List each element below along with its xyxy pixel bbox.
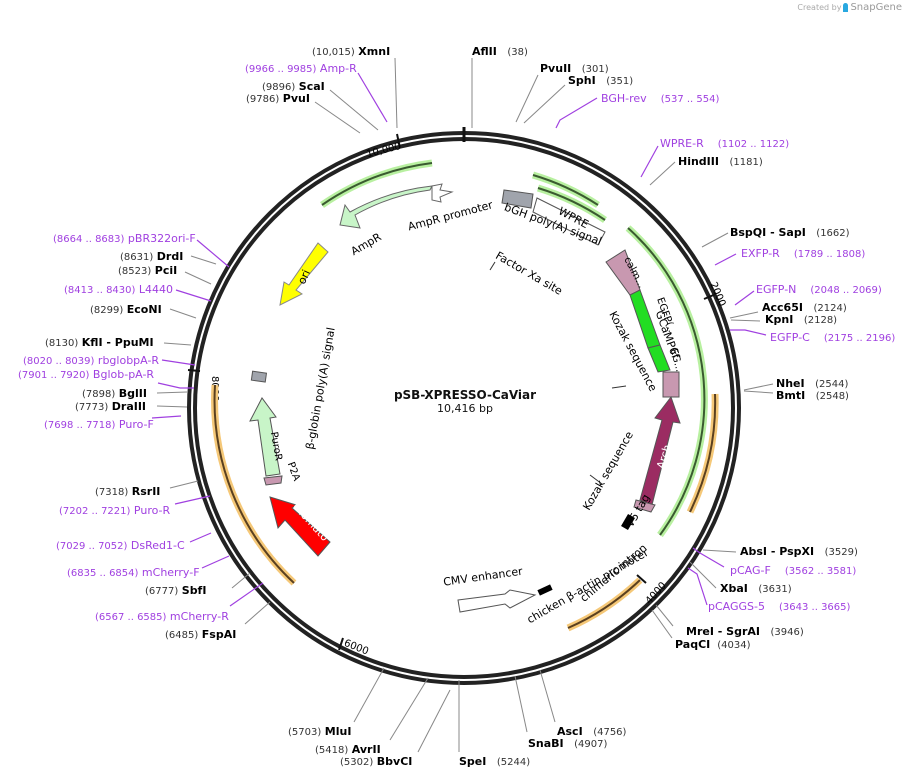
enzyme-label-bbvci[interactable]: (5302) BbvCI <box>340 755 413 768</box>
bgh-polya-feature[interactable] <box>501 189 534 209</box>
primer-label-egfp-n[interactable]: EGFP-N (2048 .. 2069) <box>756 283 882 296</box>
enzyme-label-hindiii[interactable]: HindIII (1181) <box>678 155 763 168</box>
primer-label-dsred1-c[interactable]: (7029 .. 7052) DsRed1-C <box>56 539 185 552</box>
credit-prefix: Created by <box>797 3 842 12</box>
tick-8000 <box>187 369 201 372</box>
kozak-label-2: Kozak sequence <box>580 429 636 513</box>
gcamp-linker <box>662 371 680 398</box>
plasmid-title: pSB-XPRESSO-CaViar 10,416 bp <box>360 388 570 415</box>
tick-6000 <box>338 637 344 651</box>
enzyme-label-bspqi[interactable]: BspQI - SapI (1662) <box>730 226 850 239</box>
snapgene-credit: Created by SnapGene <box>797 2 902 13</box>
orf-arc-2-line <box>532 174 599 206</box>
tick-4000 <box>636 574 647 584</box>
enzyme-label-pcii[interactable]: (8523) PciI <box>118 264 178 277</box>
enzyme-label-rsrii[interactable]: (7318) RsrII <box>95 485 161 498</box>
arch-feature[interactable] <box>639 395 681 506</box>
primer-leaders <box>151 72 767 607</box>
orf-arc-1-line <box>537 187 606 221</box>
bglobin-label: β-globin poly(A) signal <box>303 326 337 450</box>
wpre-feature[interactable] <box>532 197 606 246</box>
plasmid-length: 10,416 bp <box>437 402 493 415</box>
kozak-marker-2 <box>589 474 603 485</box>
enzyme-label-fspai[interactable]: (6485) FspAI <box>165 628 237 641</box>
enzyme-label-nhei[interactable]: NheI (2544) <box>776 377 849 390</box>
primer-label-puro-f[interactable]: (7698 .. 7718) Puro-F <box>44 418 154 431</box>
v5-black-box <box>621 513 635 531</box>
factor-xa-label: Factor Xa site <box>493 249 564 298</box>
primer-label-exfp-r[interactable]: EXFP-R (1789 .. 1808) <box>741 247 866 260</box>
enzyme-label-mrei[interactable]: MreI - SgrAI (3946) <box>686 625 804 638</box>
primer-label-mcherry-r[interactable]: (6567 .. 6585) mCherry-R <box>95 610 229 623</box>
ori-label: ori <box>295 268 313 286</box>
enzyme-label-xbai[interactable]: XbaI (3631) <box>720 582 792 595</box>
enzyme-label-avrii[interactable]: (5418) AvrII <box>315 743 381 756</box>
enzyme-label-scai[interactable]: (9896) ScaI <box>262 80 325 93</box>
enzyme-label-pvuii[interactable]: PvuII (301) <box>540 62 609 75</box>
cmv-label: CMV enhancer <box>442 565 523 589</box>
enzyme-label-draiii[interactable]: (7773) DraIII <box>75 400 147 413</box>
enzyme-label-bglii[interactable]: (7898) BglII <box>82 387 147 400</box>
enzyme-leaders <box>156 57 774 753</box>
primer-label-l4440[interactable]: (8413 .. 8430) L4440 <box>64 283 174 296</box>
ori-feature[interactable] <box>279 242 329 306</box>
egfp-feature-2[interactable] <box>647 344 671 373</box>
kozak-marker-1 <box>611 385 627 389</box>
primer-label-bglob-pa-r[interactable]: (7901 .. 7920) Bglob-pA-R <box>18 368 155 381</box>
primer-label-puro-r[interactable]: (7202 .. 7221) Puro-R <box>59 504 171 517</box>
enzyme-label-econi[interactable]: (8299) EcoNI <box>90 303 162 316</box>
orf-arc-right-line <box>627 227 706 536</box>
enzyme-label-kpni[interactable]: KpnI (2128) <box>765 313 838 326</box>
p2a-feature[interactable] <box>263 475 283 486</box>
orange-arc-left-line <box>213 384 295 584</box>
enzyme-label-bmti[interactable]: BmtI (2548) <box>776 389 849 402</box>
puror-label: PuroR <box>268 431 284 462</box>
ampr-feature[interactable] <box>339 185 433 229</box>
bglobin-polya-feature[interactable] <box>250 370 268 383</box>
enzyme-label-asci[interactable]: AscI (4756) <box>557 725 627 738</box>
orange-arc-right-line <box>689 393 717 513</box>
primer-label-pcaggs-5[interactable]: pCAGGS-5 (3643 .. 3665) <box>708 600 851 613</box>
primer-label-pbr322ori-f[interactable]: (8664 .. 8683) pBR322ori-F <box>53 232 196 245</box>
chimeric-intron-feature[interactable] <box>537 584 553 596</box>
enzyme-label-pvui[interactable]: (9786) PvuI <box>246 92 310 105</box>
primer-label-bgh-rev[interactable]: BGH-rev (537 .. 554) <box>601 92 720 105</box>
puror-feature[interactable] <box>249 397 281 477</box>
enzyme-label-aflii[interactable]: AflII (38) <box>472 45 528 58</box>
dtomato-feature[interactable] <box>269 496 331 557</box>
enzyme-label-sbfi[interactable]: (6777) SbfI <box>145 584 207 597</box>
primer-label-amp-r[interactable]: (9966 .. 9985) Amp-R <box>245 62 357 75</box>
factor-xa-marker <box>489 261 496 271</box>
enzyme-label-xmni[interactable]: (10,015) XmnI <box>312 45 391 58</box>
cmv-cba-feature[interactable] <box>457 589 537 613</box>
enzyme-label-paqci[interactable]: PaqCI (4034) <box>675 638 751 651</box>
enzyme-label-snabi[interactable]: SnaBI (4907) <box>528 737 608 750</box>
enzyme-label-kfli[interactable]: (8130) KflI - PpuMI <box>45 336 154 349</box>
orange-arc-bottom-line <box>567 579 641 629</box>
v5-tag-feature[interactable] <box>633 499 656 513</box>
snapgene-logo-icon <box>843 3 849 12</box>
enzyme-label-sphi[interactable]: SphI (351) <box>568 74 634 87</box>
p2a-label: P2A <box>285 461 302 483</box>
enzyme-label-acc65i[interactable]: Acc65I (2124) <box>762 301 847 314</box>
ampr-label: AmpR <box>349 230 384 258</box>
tick-2000 <box>703 293 717 300</box>
primer-label-wpre-r[interactable]: WPRE-R (1102 .. 1122) <box>660 137 790 150</box>
credit-brand: SnapGene <box>850 2 902 13</box>
primer-label-pcag-f[interactable]: pCAG-F (3562 .. 3581) <box>730 564 857 577</box>
plasmid-name: pSB-XPRESSO-CaViar <box>393 388 537 402</box>
ampr-promoter-label: AmpR promoter <box>406 198 494 233</box>
orf-arc-top-line <box>321 162 433 206</box>
enzyme-label-drdi[interactable]: (8631) DrdI <box>120 250 184 263</box>
enzyme-label-mlui[interactable]: (5703) MluI <box>288 725 352 738</box>
primer-label-rbglobpa-r[interactable]: (8020 .. 8039) rbglobpA-R <box>23 354 160 367</box>
enzyme-label-absi[interactable]: AbsI - PspXI (3529) <box>740 545 858 558</box>
primer-label-mcherry-f[interactable]: (6835 .. 6854) mCherry-F <box>67 566 200 579</box>
tick-10000 <box>396 133 401 149</box>
enzyme-label-spei[interactable]: SpeI (5244) <box>459 755 531 768</box>
primer-label-egfp-c[interactable]: EGFP-C (2175 .. 2196) <box>770 331 896 344</box>
ampr-promoter-feature[interactable] <box>431 183 454 203</box>
